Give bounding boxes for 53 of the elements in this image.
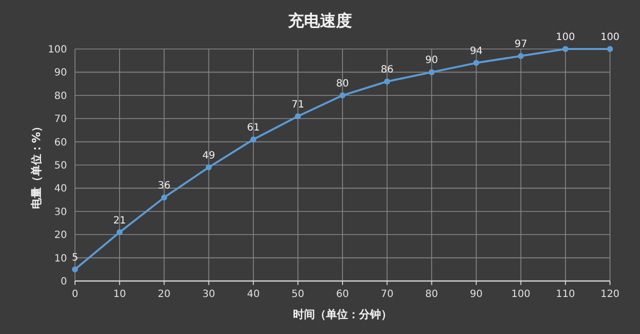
- y-tick-label: 0: [60, 276, 67, 288]
- point: [607, 46, 613, 52]
- point: [206, 164, 212, 170]
- data-label: 86: [380, 64, 394, 76]
- y-tick-label: 80: [54, 90, 67, 102]
- data-label: 80: [336, 78, 349, 90]
- x-tick-label: 90: [470, 289, 483, 300]
- data-label: 36: [158, 180, 171, 192]
- data-label: 94: [470, 46, 483, 57]
- data-label: 100: [556, 32, 575, 43]
- x-tick-label: 120: [600, 289, 620, 300]
- point: [72, 266, 78, 272]
- y-tick-label: 60: [54, 137, 67, 148]
- x-tick-label: 0: [72, 289, 78, 300]
- point: [473, 60, 480, 66]
- point: [384, 78, 390, 84]
- x-tick-label: 30: [202, 289, 216, 300]
- x-tick-label: 40: [246, 289, 260, 300]
- point: [340, 92, 346, 98]
- data-label: 49: [202, 150, 216, 162]
- data-label: 61: [246, 122, 260, 134]
- y-tick-label: 20: [54, 230, 67, 242]
- y-tick-label: 10: [54, 253, 67, 264]
- data-label: 97: [514, 38, 528, 50]
- x-tick-label: 110: [556, 289, 575, 300]
- point: [518, 52, 524, 59]
- x-tick-label: 20: [158, 289, 171, 300]
- point: [562, 46, 568, 52]
- point: [428, 69, 435, 76]
- data-label: 21: [113, 215, 126, 226]
- chart-title: 充电速度: [287, 11, 352, 30]
- y-tick-label: 70: [54, 114, 67, 126]
- x-tick-label: 70: [380, 289, 394, 300]
- data-label: 5: [72, 252, 78, 264]
- y-tick-label: 40: [54, 184, 67, 195]
- data-label: 90: [425, 55, 438, 66]
- point: [250, 136, 256, 142]
- x-axis-title: 时间（单位：分钟）: [293, 308, 392, 321]
- y-tick-label: 90: [54, 68, 67, 79]
- y-tick-label: 100: [48, 44, 67, 56]
- data-label: 100: [600, 32, 620, 43]
- point: [294, 113, 301, 120]
- y-tick-label: 30: [54, 206, 67, 218]
- y-tick-label: 50: [54, 160, 67, 172]
- x-tick-label: 10: [113, 289, 126, 300]
- point: [116, 229, 123, 236]
- x-tick-label: 100: [511, 289, 530, 300]
- data-label: 71: [292, 99, 304, 110]
- y-axis-title: 电量（单位：%）: [30, 120, 43, 210]
- x-tick-label: 50: [292, 289, 304, 300]
- point: [161, 194, 168, 200]
- x-tick-label: 80: [425, 289, 438, 300]
- x-tick-label: 60: [336, 289, 349, 300]
